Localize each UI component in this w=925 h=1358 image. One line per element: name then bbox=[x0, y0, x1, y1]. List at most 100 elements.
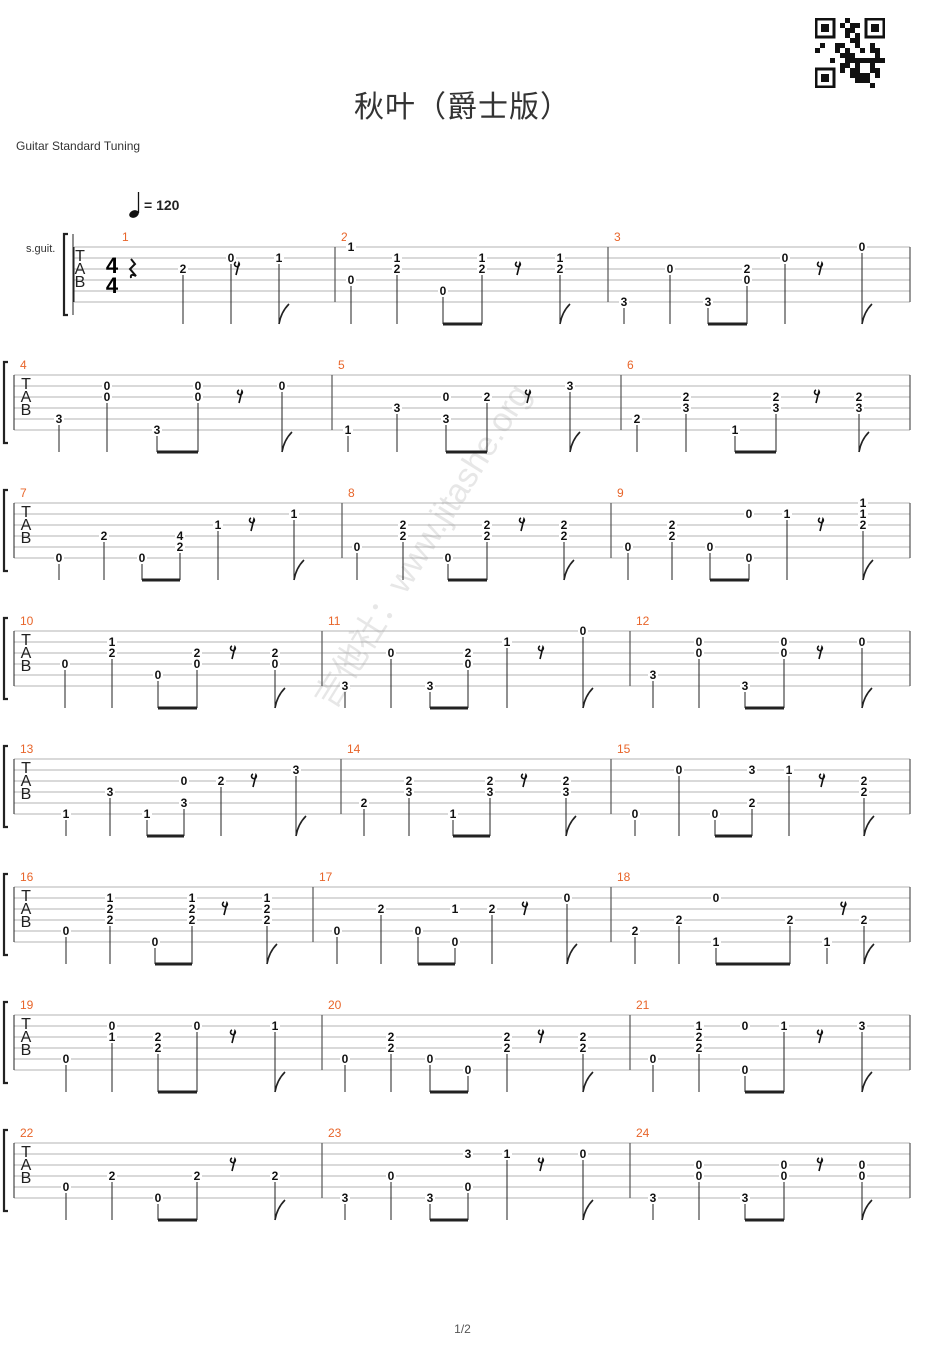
fret-number: 2 bbox=[465, 646, 472, 660]
tab-letter: T bbox=[21, 1016, 31, 1033]
note-flag bbox=[563, 559, 575, 581]
fret-number: 3 bbox=[705, 295, 712, 309]
note-flag bbox=[281, 431, 293, 453]
page-number: 1/2 bbox=[454, 1322, 471, 1336]
eighth-rest-icon bbox=[817, 516, 825, 532]
eighth-rest-icon bbox=[524, 388, 532, 404]
fret-number: 2 bbox=[856, 390, 863, 404]
fret-number: 0 bbox=[859, 635, 866, 649]
eighth-rest-icon bbox=[514, 260, 522, 276]
fret-number: 0 bbox=[781, 1169, 788, 1183]
fret-number: 1 bbox=[504, 1147, 511, 1161]
fret-number: 0 bbox=[465, 1063, 472, 1077]
measure-number: 3 bbox=[614, 230, 621, 244]
fret-number: 3 bbox=[487, 785, 494, 799]
tab-letter: B bbox=[21, 1170, 32, 1187]
fret-number: 2 bbox=[489, 902, 496, 916]
fret-number: 1 bbox=[264, 891, 271, 905]
measure-number: 15 bbox=[617, 742, 631, 756]
fret-number: 3 bbox=[56, 412, 63, 426]
tab-letter: A bbox=[21, 517, 32, 534]
fret-number: 2 bbox=[683, 390, 690, 404]
fret-number: 0 bbox=[712, 807, 719, 821]
time-signature-top: 4 bbox=[106, 253, 119, 278]
fret-number: 2 bbox=[400, 529, 407, 543]
note-flag bbox=[582, 1071, 594, 1093]
fret-number: 1 bbox=[189, 891, 196, 905]
fret-number: 2 bbox=[860, 518, 867, 532]
fret-number: 0 bbox=[63, 1052, 70, 1066]
fret-number: 0 bbox=[334, 924, 341, 938]
fret-number: 1 bbox=[276, 251, 283, 265]
fret-number: 2 bbox=[484, 390, 491, 404]
tab-letter: T bbox=[21, 376, 31, 393]
eighth-rest-icon bbox=[816, 1028, 824, 1044]
note-flag bbox=[861, 1071, 873, 1093]
tab-letter: A bbox=[21, 389, 32, 406]
tab-letter: B bbox=[21, 402, 32, 419]
fret-number: 0 bbox=[580, 1147, 587, 1161]
fret-number: 3 bbox=[465, 1147, 472, 1161]
fret-number: 2 bbox=[109, 646, 116, 660]
fret-number: 0 bbox=[650, 1052, 657, 1066]
fret-number: 3 bbox=[427, 1191, 434, 1205]
eighth-rest-icon bbox=[537, 1156, 545, 1172]
measure-number: 7 bbox=[20, 486, 27, 500]
fret-number: 0 bbox=[109, 1019, 116, 1033]
fret-number: 0 bbox=[104, 379, 111, 393]
fret-number: 2 bbox=[632, 924, 639, 938]
measure-number: 14 bbox=[347, 742, 361, 756]
fret-number: 2 bbox=[557, 262, 564, 276]
fret-number: 0 bbox=[676, 763, 683, 777]
fret-number: 3 bbox=[181, 796, 188, 810]
fret-number: 0 bbox=[445, 551, 452, 565]
fret-number: 0 bbox=[859, 1169, 866, 1183]
system-bracket bbox=[2, 872, 8, 957]
measure-number: 2 bbox=[341, 230, 348, 244]
fret-number: 0 bbox=[696, 646, 703, 660]
fret-number: 2 bbox=[194, 646, 201, 660]
measure-number: 5 bbox=[338, 358, 345, 372]
qr-code bbox=[815, 18, 885, 88]
fret-number: 2 bbox=[787, 913, 794, 927]
fret-number: 0 bbox=[155, 668, 162, 682]
fret-number: 0 bbox=[632, 807, 639, 821]
fret-number: 0 bbox=[713, 891, 720, 905]
fret-number: 0 bbox=[443, 390, 450, 404]
fret-number: 0 bbox=[155, 1191, 162, 1205]
note-flag bbox=[861, 1199, 873, 1221]
fret-number: 2 bbox=[107, 913, 114, 927]
eighth-rest-icon bbox=[248, 516, 256, 532]
fret-number: 2 bbox=[479, 262, 486, 276]
fret-number: 1 bbox=[696, 1019, 703, 1033]
fret-number: 1 bbox=[348, 240, 355, 254]
fret-number: 1 bbox=[479, 251, 486, 265]
fret-number: 2 bbox=[487, 774, 494, 788]
eighth-rest-icon bbox=[521, 900, 529, 916]
note-flag bbox=[295, 815, 307, 837]
fret-number: 3 bbox=[650, 668, 657, 682]
fret-number: 0 bbox=[625, 540, 632, 554]
fret-number: 3 bbox=[406, 785, 413, 799]
fret-number: 2 bbox=[669, 518, 676, 532]
fret-number: 3 bbox=[621, 295, 628, 309]
fret-number: 0 bbox=[195, 390, 202, 404]
eighth-rest-icon bbox=[233, 260, 241, 276]
measure-number: 11 bbox=[328, 614, 341, 628]
fret-number: 1 bbox=[109, 635, 116, 649]
fret-number: 2 bbox=[378, 902, 385, 916]
tab-letter: A bbox=[21, 645, 32, 662]
fret-number: 2 bbox=[563, 774, 570, 788]
tab-letter: A bbox=[21, 1157, 32, 1174]
fret-number: 2 bbox=[272, 1169, 279, 1183]
tab-letter: B bbox=[21, 914, 32, 931]
fret-number: 0 bbox=[63, 1180, 70, 1194]
